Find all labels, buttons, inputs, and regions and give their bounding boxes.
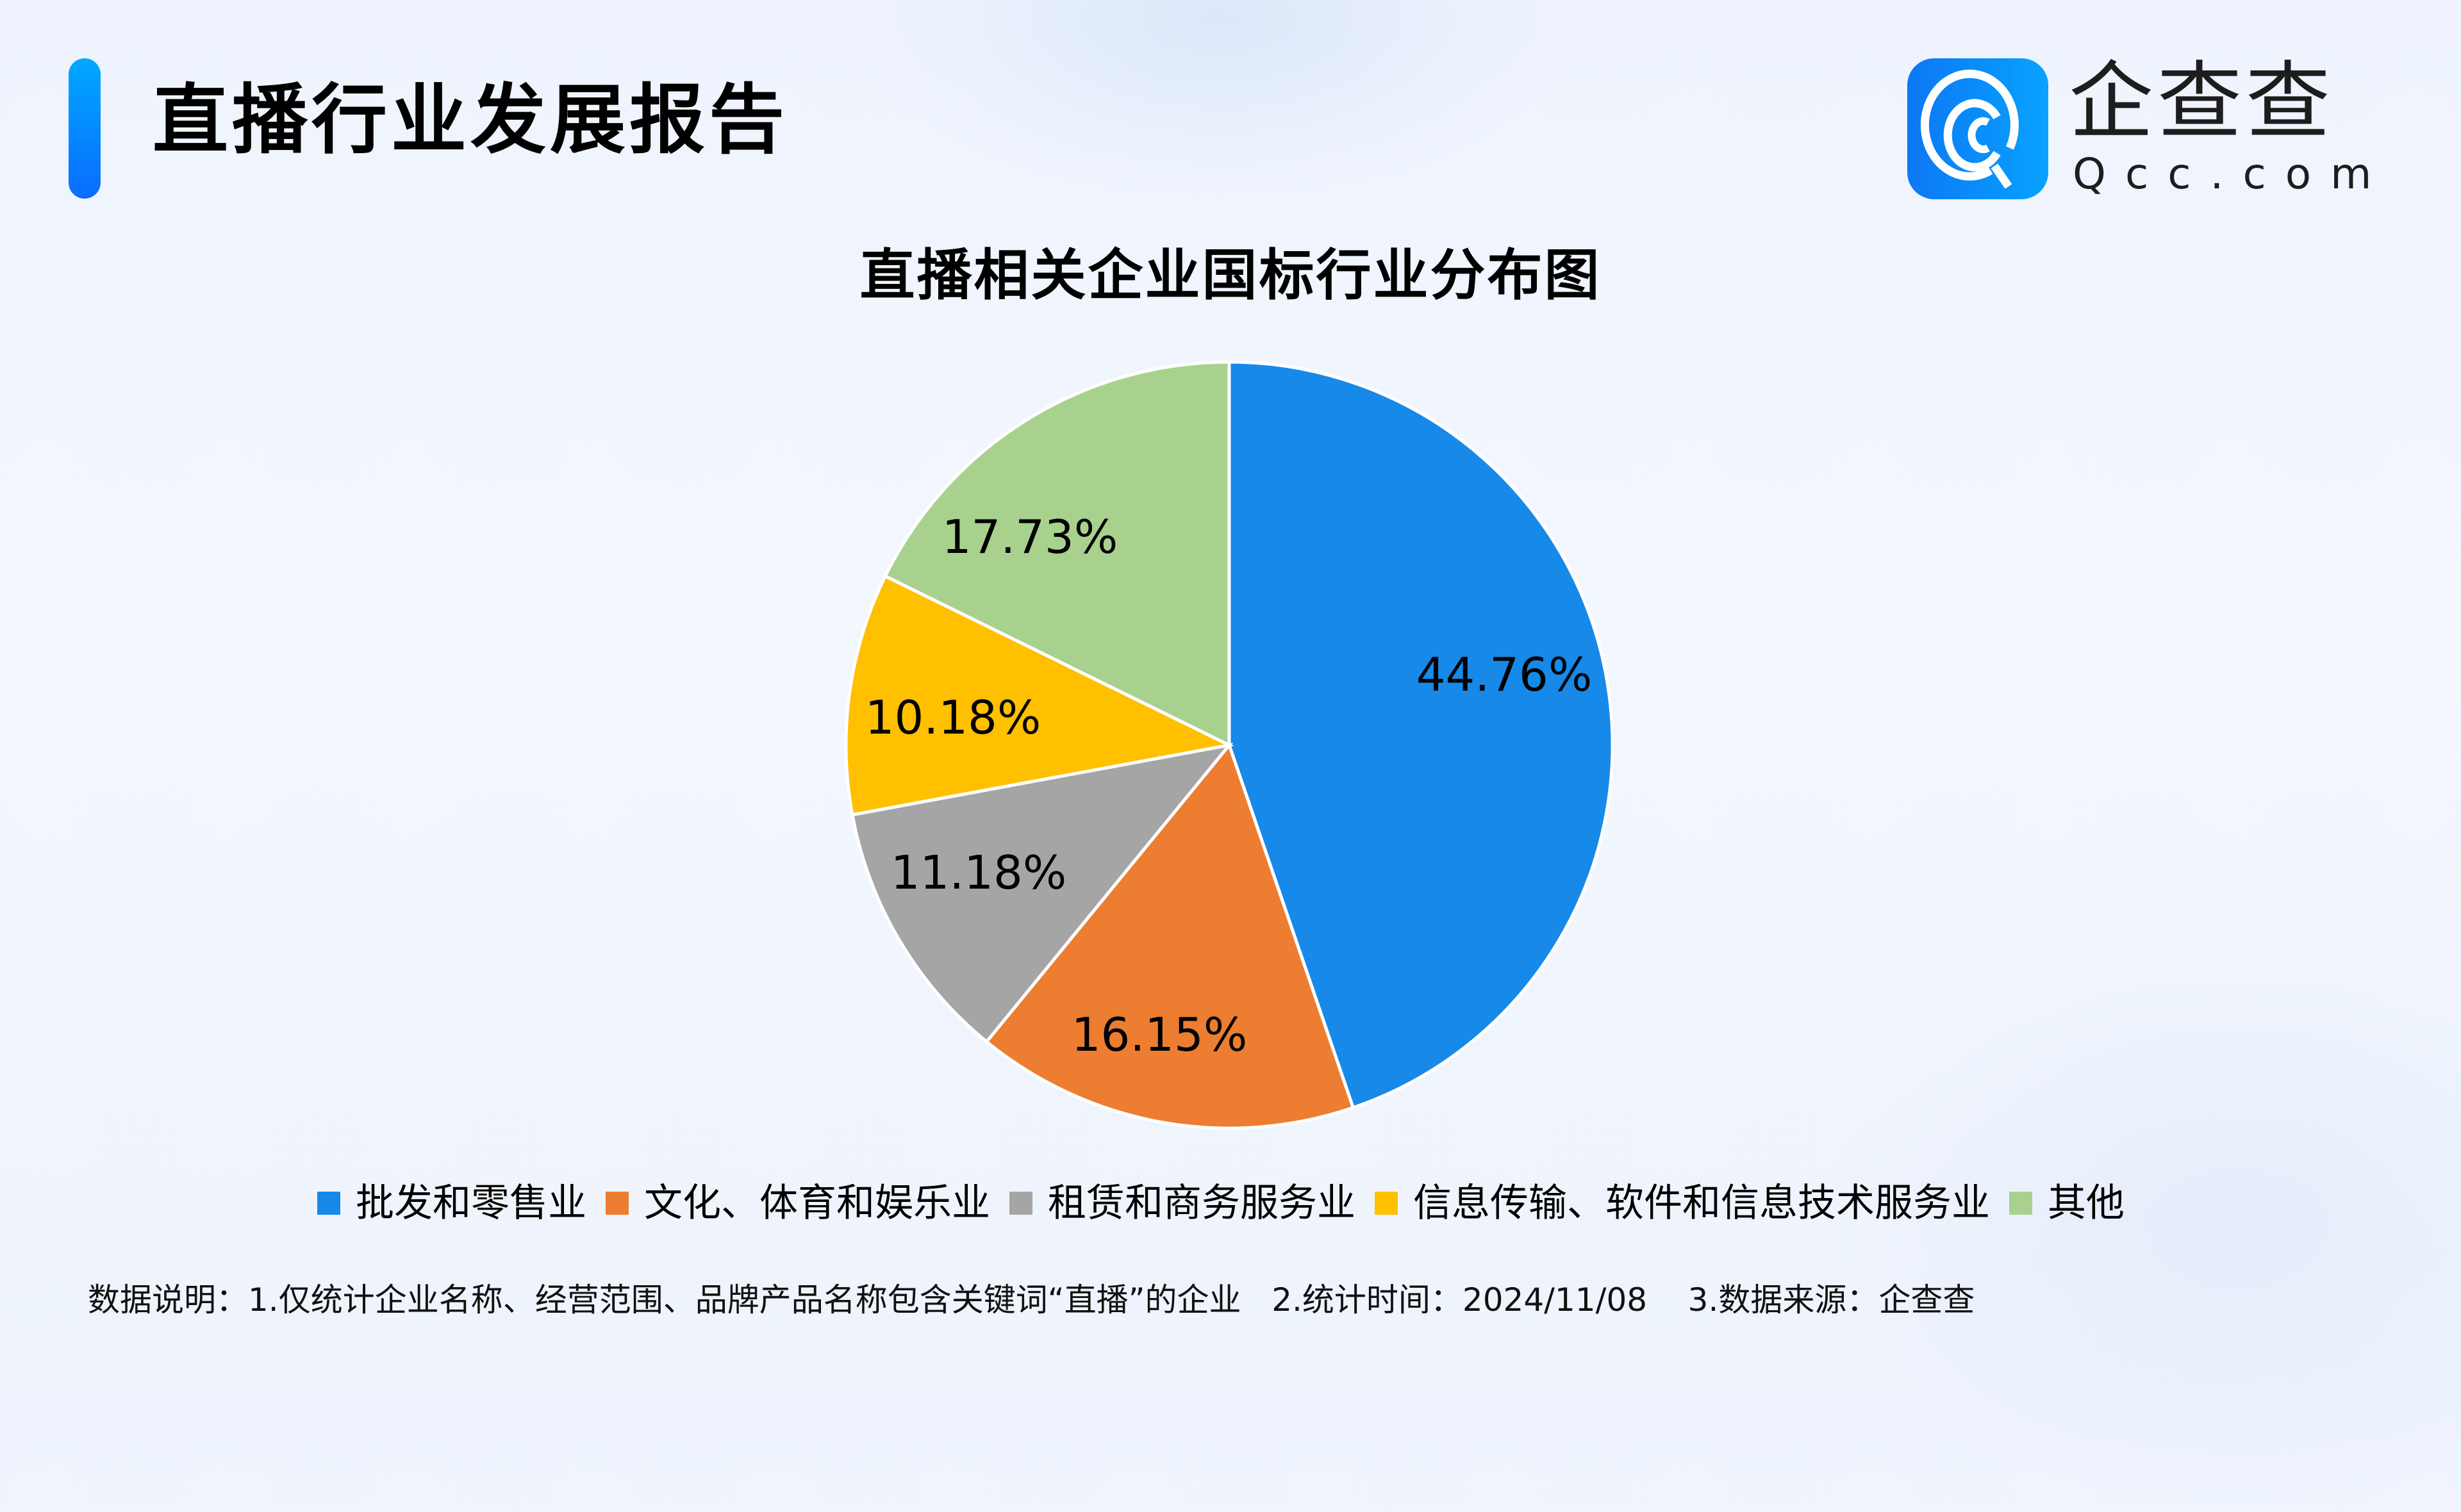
data-footnote: 数据说明：1.仅统计企业名称、经营范围、品牌产品名称包含关键词“直播”的企业 2… [88,1281,1975,1319]
background-glow [865,0,1570,199]
chart-legend: 批发和零售业 文化、体育和娱乐业 租赁和商务服务业 信息传输、软件和信息技术服务… [0,1174,2461,1232]
legend-swatch-icon [317,1192,340,1215]
legend-item-other: 其他 [2009,1178,2125,1229]
pie-slice [984,741,1355,1130]
logo-name-cn: 企查查 [2069,53,2334,151]
legend-item-wholesale: 批发和零售业 [317,1178,586,1229]
slice-label-other: 17.73% [941,510,1118,564]
pie-chart [840,356,1619,1135]
legend-item-leasing: 租赁和商务服务业 [1009,1178,1355,1229]
qcc-logo: 企查查 Qcc.com [1907,53,2371,201]
page-title: 直播行业发展报告 [153,76,789,164]
legend-label: 文化、体育和娱乐业 [644,1181,990,1226]
pie-slice [882,360,1231,748]
legend-label: 批发和零售业 [356,1181,586,1226]
slice-label-leasing: 11.18% [890,846,1067,900]
qcc-logo-icon [1907,58,2048,199]
slice-label-it: 10.18% [865,691,1041,744]
pie-slice [850,743,1234,1044]
legend-item-it: 信息传输、软件和信息技术服务业 [1375,1178,1990,1229]
legend-label: 其他 [2048,1181,2125,1226]
legend-item-culture: 文化、体育和娱乐业 [606,1178,990,1229]
title-accent-bar [69,58,101,199]
legend-swatch-icon [1375,1192,1398,1215]
pie-slice [844,573,1234,817]
legend-swatch-icon [606,1192,629,1215]
slice-label-culture: 16.15% [1071,1008,1248,1062]
chart-title: 直播相关企业国标行业分布图 [859,243,1602,308]
legend-swatch-icon [1009,1192,1032,1215]
pie-chart-svg [844,360,1614,1130]
pie-slice [1227,360,1614,1110]
logo-name-en: Qcc.com [2073,149,2391,199]
legend-swatch-icon [2009,1192,2032,1215]
legend-label: 租赁和商务服务业 [1048,1181,1355,1226]
slice-label-wholesale: 44.76% [1416,648,1593,702]
legend-label: 信息传输、软件和信息技术服务业 [1413,1181,1990,1226]
